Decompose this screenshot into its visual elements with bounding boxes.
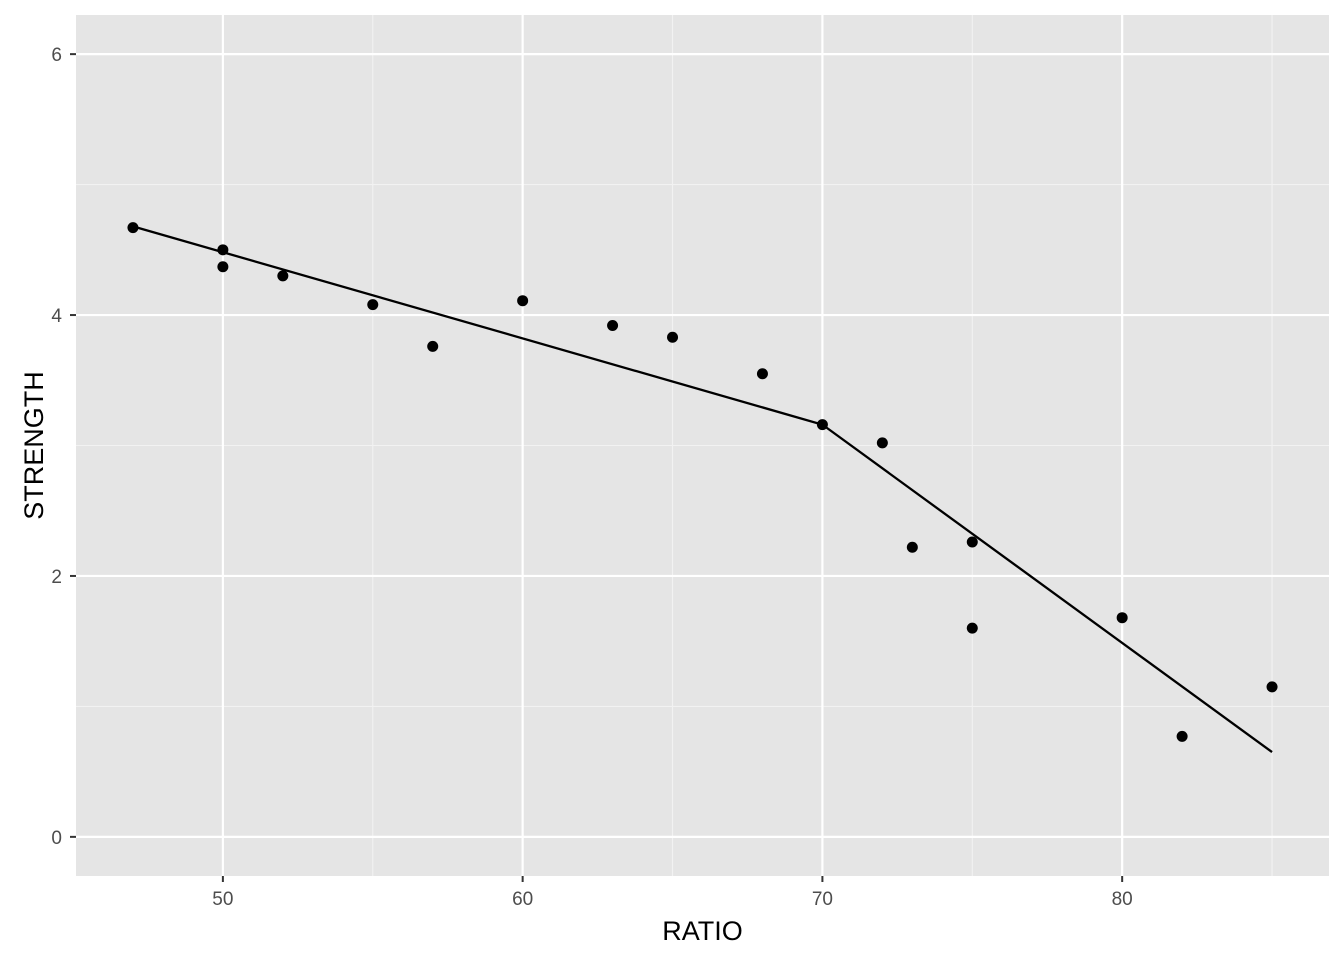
x-tick-label: 80 xyxy=(1112,889,1133,910)
data-point xyxy=(367,299,379,311)
data-point xyxy=(517,295,529,307)
x-tick-label: 50 xyxy=(212,889,233,910)
y-tick-label: 0 xyxy=(51,828,62,849)
y-tick-label: 2 xyxy=(51,567,62,588)
data-point xyxy=(277,270,289,282)
data-point xyxy=(816,419,828,431)
data-point xyxy=(876,437,888,449)
data-point xyxy=(966,622,978,634)
data-point xyxy=(906,541,918,553)
y-axis-title: STRENGTH xyxy=(19,371,49,520)
data-point xyxy=(756,368,768,380)
y-axis: 0 2 4 6 xyxy=(51,45,76,849)
data-points xyxy=(127,222,1278,742)
minor-gridlines xyxy=(76,15,1329,876)
x-tick-label: 70 xyxy=(812,889,833,910)
data-point xyxy=(667,331,679,343)
data-point xyxy=(1176,730,1188,742)
data-point xyxy=(1266,681,1278,693)
y-tick-label: 6 xyxy=(51,45,62,66)
x-axis-title: RATIO xyxy=(662,916,743,946)
data-point xyxy=(966,536,978,548)
data-point xyxy=(127,222,139,234)
data-point xyxy=(1116,612,1128,624)
data-point xyxy=(217,261,229,273)
data-point xyxy=(607,319,619,331)
major-gridlines xyxy=(76,15,1329,876)
x-axis: 50 60 70 80 xyxy=(212,876,1133,910)
y-tick-label: 4 xyxy=(51,306,62,327)
data-point xyxy=(427,340,439,352)
data-point xyxy=(217,244,229,256)
x-tick-label: 60 xyxy=(512,889,533,910)
